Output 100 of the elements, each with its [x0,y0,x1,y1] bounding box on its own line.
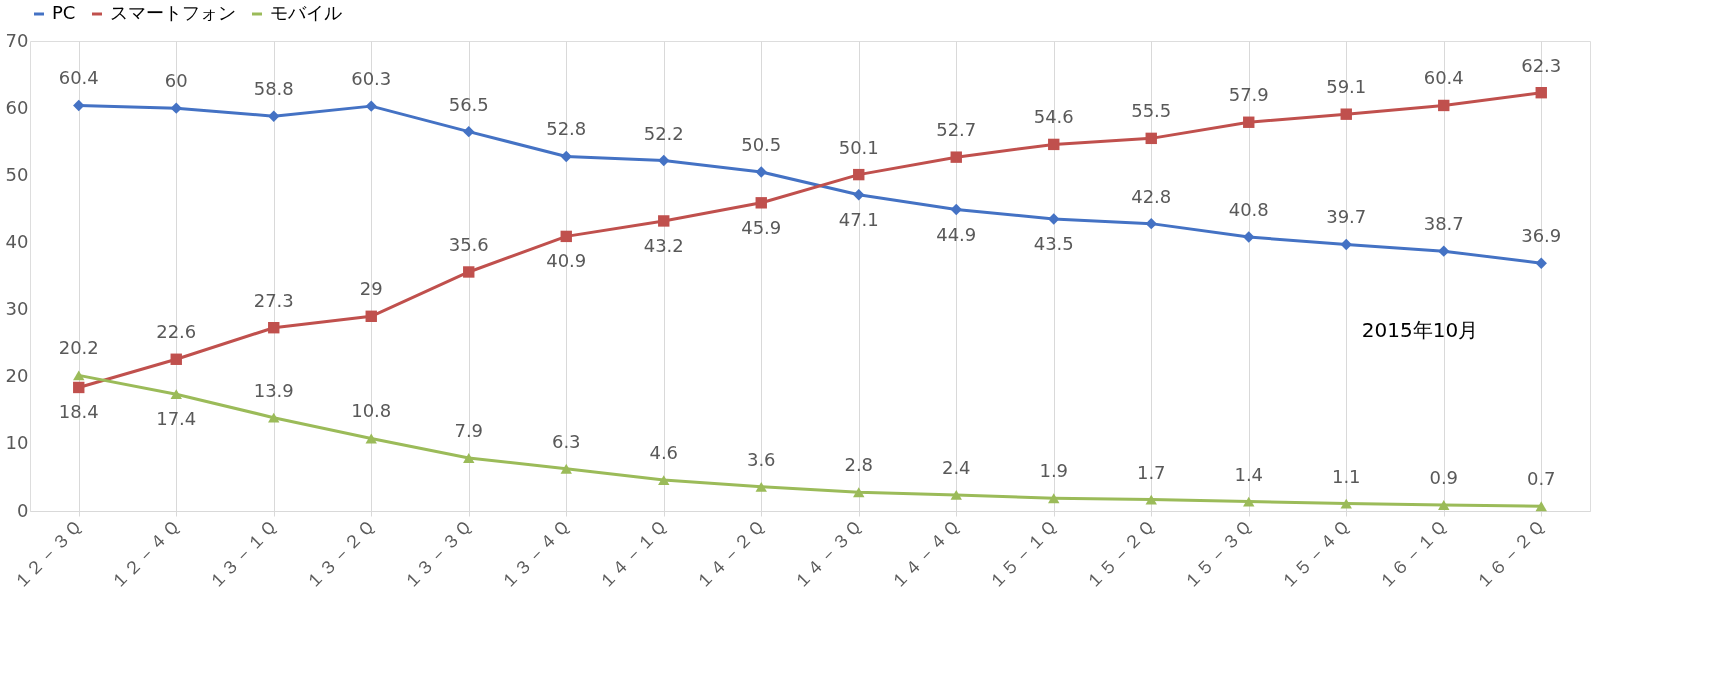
point [560,230,572,243]
point [170,353,182,365]
data-label: 1.1 [1331,465,1361,487]
data-label: 59.1 [1326,76,1367,98]
data-label: 0.9 [1429,466,1459,488]
x-tick-label: １６－２Ｑ [1471,516,1549,594]
x-tick-label: １３－２Ｑ [301,516,379,594]
point [950,151,962,163]
data-label: 36.9 [1521,225,1562,247]
data-label: 38.7 [1423,213,1464,235]
data-label: 22.6 [156,321,197,343]
x-tick-label: １３－３Ｑ [398,516,476,594]
point [755,166,767,178]
y-tick-label: 40 [5,230,29,252]
data-label: 10.8 [351,400,392,422]
data-label: 1.9 [1039,460,1069,482]
x-tick-label: １５－１Ｑ [983,516,1061,594]
point [268,110,280,122]
x-tick-label: １５－２Ｑ [1081,516,1159,594]
point [1048,213,1060,225]
point [73,370,85,381]
point [1535,87,1547,99]
point [1438,245,1450,257]
x-tick-label: １５－３Ｑ [1178,516,1256,594]
data-label: 60.4 [58,67,99,89]
data-label: 3.6 [746,448,776,470]
point [1145,132,1157,145]
point [560,463,572,474]
point [560,150,572,163]
legend-label: スマートフォン [110,2,236,23]
data-label: 57.9 [1228,84,1269,106]
data-label: 20.2 [58,337,99,359]
point [1438,500,1450,510]
point [170,102,182,114]
point [853,168,865,181]
data-label: 58.8 [253,78,294,100]
x-tick-label: １２－４Ｑ [106,516,184,594]
data-label: 60.3 [351,68,392,90]
data-label: 50.5 [741,133,782,155]
x-tick-label: １４－２Ｑ [691,516,769,594]
data-label: 47.1 [838,208,879,230]
data-label: 4.6 [649,442,679,464]
data-label: 52.2 [643,122,684,144]
point [658,215,670,227]
data-label: 45.9 [741,216,782,238]
point [1340,238,1352,251]
point [365,100,377,112]
legend-label: PC [52,2,76,23]
y-tick-label: 50 [5,163,29,185]
x-tick-label: １４－４Ｑ [886,516,964,594]
point [463,453,475,463]
data-label: 27.3 [253,289,294,311]
point [170,389,182,400]
data-label: 43.2 [643,234,684,256]
y-tick-label: 20 [5,365,29,387]
data-label: 35.6 [448,233,489,255]
x-tick-label: １６－１Ｑ [1373,516,1451,594]
data-label: 44.9 [936,223,977,245]
point [1438,99,1450,112]
data-label: 40.8 [1228,199,1269,221]
point [268,412,280,423]
data-label: 43.5 [1033,232,1074,254]
point [1340,498,1352,509]
data-label: 54.6 [1033,106,1074,128]
y-tick-label: 60 [5,96,29,118]
data-label: 60 [164,70,188,92]
point [755,197,767,209]
data-label: 1.7 [1136,461,1166,483]
data-label: 52.7 [936,119,977,141]
point [73,381,85,394]
point [1145,494,1157,505]
point [1048,493,1060,504]
point [73,99,85,112]
point [463,266,475,278]
data-label: 52.8 [546,118,587,140]
legend-label: モバイル [270,2,342,23]
point [1535,257,1547,269]
x-tick-label: １４－１Ｑ [593,516,671,594]
data-label: 50.1 [838,136,879,158]
x-tick-label: １４－３Ｑ [788,516,866,594]
point [755,481,767,492]
y-tick-label: 10 [5,432,29,454]
point [1243,496,1255,507]
point [1243,231,1255,243]
x-tick-label: １３－４Ｑ [496,516,574,594]
point [1243,116,1255,128]
data-label: 1.4 [1234,463,1264,485]
data-label: 18.4 [58,401,99,423]
point [950,489,962,500]
data-label: 7.9 [454,419,484,441]
point [268,322,280,334]
point [1340,108,1352,120]
x-tick-label: １５－４Ｑ [1276,516,1354,594]
data-label: 13.9 [253,379,294,401]
data-label: 60.4 [1423,67,1464,89]
y-tick-label: 70 [5,29,29,51]
data-label: 2.4 [941,456,971,478]
point [950,203,962,216]
data-label: 56.5 [448,93,489,115]
point [853,487,865,498]
